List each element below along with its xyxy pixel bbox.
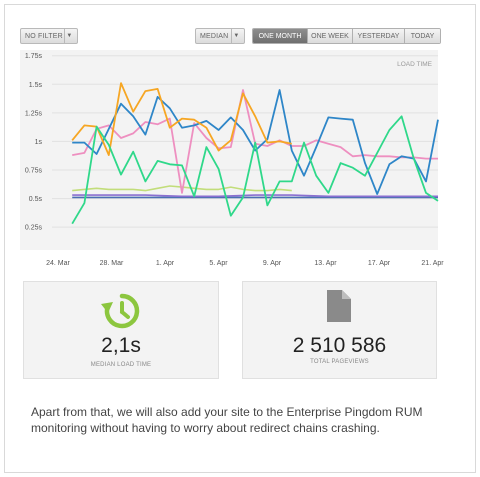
- y-tick-label: 1.75s: [25, 53, 43, 60]
- chevron-down-icon: ▼: [231, 29, 241, 43]
- y-tick-label: 1.5s: [29, 82, 43, 89]
- median-load-time-card: 2,1s MEDIAN LOAD TIME: [23, 281, 219, 379]
- tab-label: ONE WEEK: [311, 32, 349, 40]
- median-load-time-value: 2,1s: [101, 334, 141, 357]
- y-tick-label: 1s: [35, 139, 43, 146]
- time-range-tabs: ONE MONTH ONE WEEK YESTERDAY TODAY: [252, 28, 441, 44]
- y-tick-label: 0.25s: [25, 225, 43, 232]
- document-icon: [327, 290, 351, 322]
- x-tick-label: 5. Apr: [209, 260, 228, 267]
- median-dropdown[interactable]: MEDIAN ▼: [195, 28, 245, 44]
- x-tick-label: 9. Apr: [263, 260, 282, 267]
- total-pageviews-label: TOTAL PAGEVIEWS: [310, 359, 369, 365]
- x-tick-label: 17. Apr: [368, 260, 391, 267]
- clock-refresh-icon: [101, 293, 140, 329]
- tab-today[interactable]: TODAY: [404, 29, 440, 43]
- median-dropdown-label: MEDIAN: [200, 32, 229, 40]
- chart-title: LOAD TIME: [397, 61, 433, 68]
- filter-dropdown-label: NO FILTER: [25, 32, 63, 40]
- x-tick-label: 21. Apr: [421, 260, 444, 267]
- series-line: [72, 89, 439, 195]
- tab-label: ONE MONTH: [258, 32, 302, 40]
- series-line: [71, 115, 439, 225]
- series-line: [72, 185, 292, 192]
- series-line: [72, 194, 438, 198]
- load-time-chart: LOAD TIME 0.25s 0.5s 0.75s 1s 1.25s 1.5s 1.75s…: [25, 53, 444, 267]
- tab-one-month[interactable]: ONE MONTH: [253, 29, 307, 43]
- tab-label: TODAY: [410, 32, 435, 40]
- total-pageviews-card: 2 510 586 TOTAL PAGEVIEWS: [242, 281, 437, 379]
- chevron-down-icon: ▼: [64, 29, 74, 43]
- x-tick-label: 1. Apr: [156, 260, 175, 267]
- y-tick-label: 0.5s: [29, 196, 43, 203]
- series-line: [71, 82, 292, 157]
- y-tick-label: 1.25s: [25, 110, 43, 117]
- tab-one-week[interactable]: ONE WEEK: [307, 29, 352, 43]
- load-time-chart-area: [20, 50, 438, 250]
- x-tick-label: 13. Apr: [314, 260, 337, 267]
- y-tick-label: 0.75s: [25, 168, 43, 175]
- tab-yesterday[interactable]: YESTERDAY: [352, 29, 404, 43]
- x-tick-label: 28. Mar: [100, 260, 124, 267]
- total-pageviews-value: 2 510 586: [292, 334, 387, 357]
- filter-dropdown[interactable]: NO FILTER ▼: [20, 28, 78, 44]
- median-load-time-label: MEDIAN LOAD TIME: [90, 362, 152, 368]
- description-text: Apart from that, we will also add your s…: [31, 405, 423, 435]
- x-tick-label: 24. Mar: [46, 260, 70, 267]
- tab-label: YESTERDAY: [357, 32, 400, 40]
